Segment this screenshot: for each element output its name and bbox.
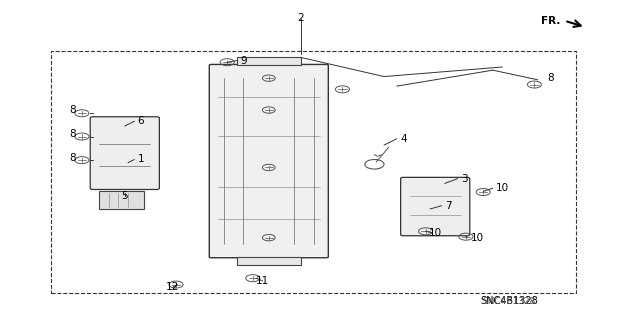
Text: 12: 12 — [166, 282, 179, 292]
Text: 10: 10 — [496, 183, 509, 193]
FancyBboxPatch shape — [90, 117, 159, 189]
Text: 7: 7 — [445, 201, 451, 211]
Text: 1: 1 — [138, 154, 144, 165]
FancyBboxPatch shape — [401, 177, 470, 236]
Text: SNC4B1328: SNC4B1328 — [480, 296, 538, 307]
Text: 8: 8 — [69, 105, 76, 115]
Text: 9: 9 — [240, 56, 246, 66]
FancyBboxPatch shape — [209, 64, 328, 258]
Text: 4: 4 — [400, 134, 406, 144]
Text: 2: 2 — [298, 12, 304, 23]
Text: 10: 10 — [470, 233, 484, 243]
Text: 8: 8 — [69, 129, 76, 139]
Text: SNC4B1328: SNC4B1328 — [482, 297, 536, 306]
Bar — [237, 57, 301, 65]
Text: 8: 8 — [69, 153, 76, 163]
Text: 6: 6 — [138, 116, 144, 126]
Text: 5: 5 — [122, 191, 128, 201]
Bar — [51, 51, 576, 293]
Text: 8: 8 — [547, 73, 554, 83]
Text: FR.: FR. — [541, 16, 560, 26]
Bar — [99, 191, 144, 209]
Text: 3: 3 — [461, 174, 467, 184]
Text: 10: 10 — [429, 228, 442, 238]
Text: 11: 11 — [256, 276, 269, 286]
Bar — [237, 257, 301, 265]
